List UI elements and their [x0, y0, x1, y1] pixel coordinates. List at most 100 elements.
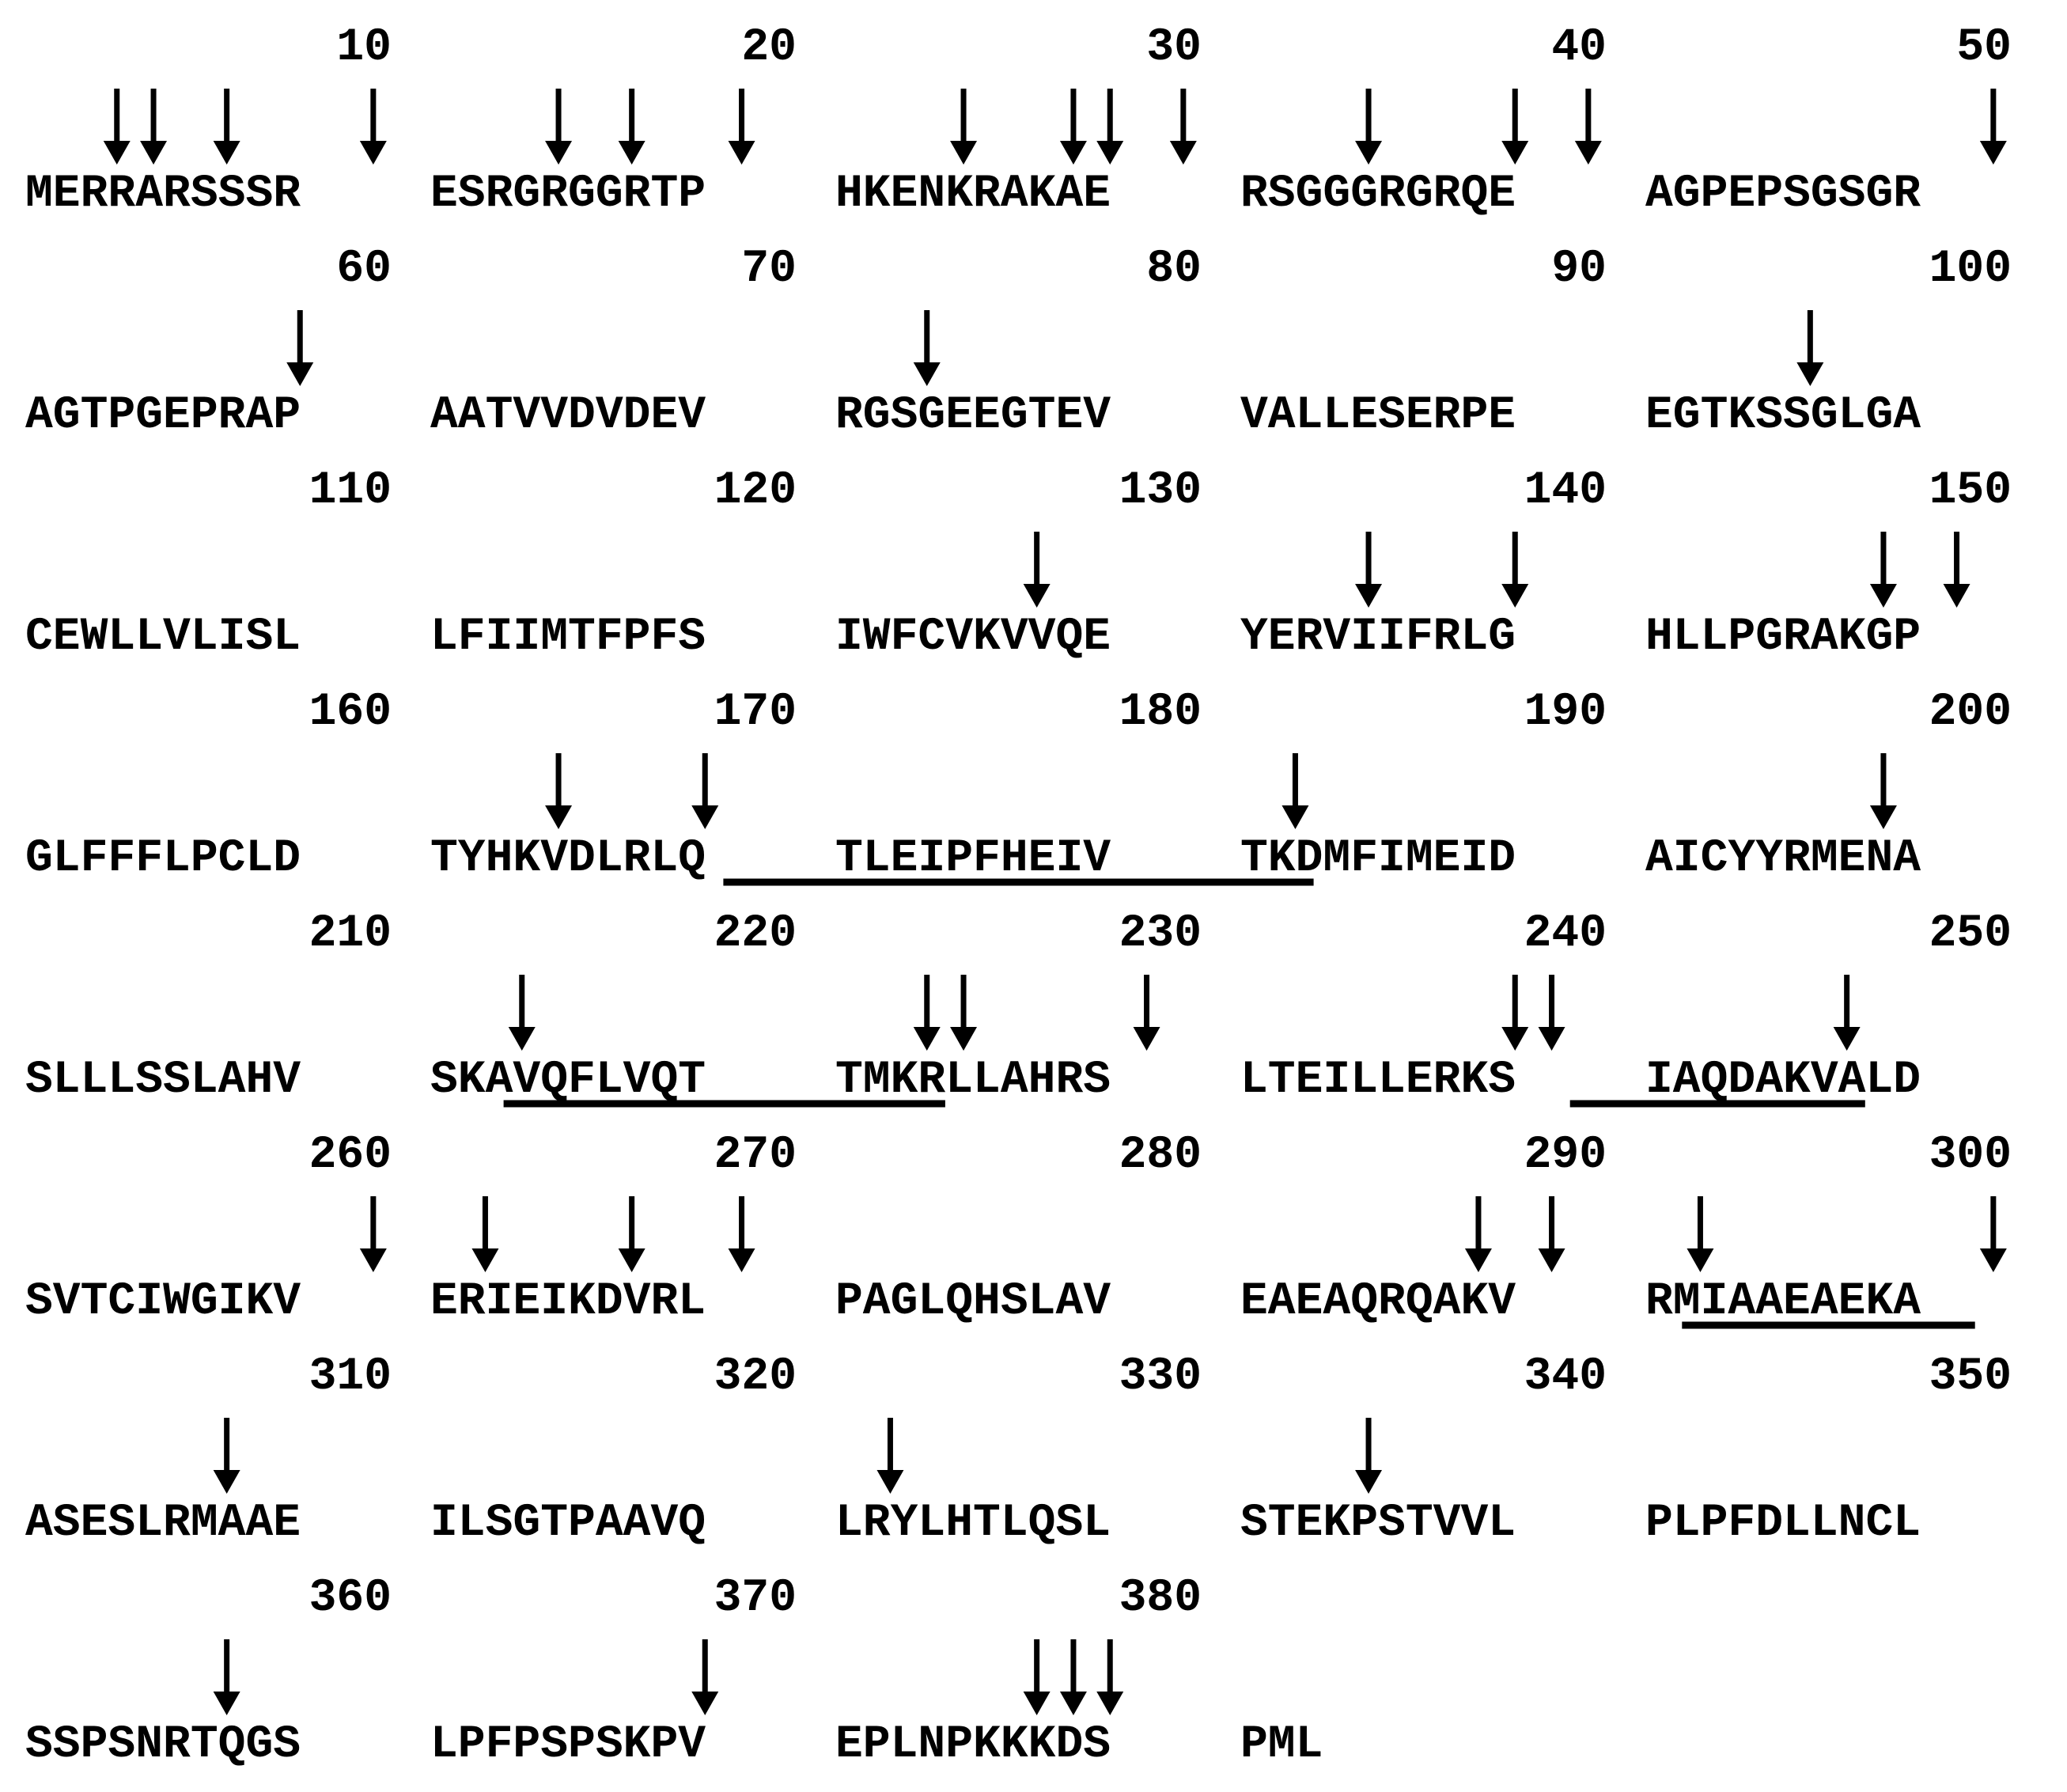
sequence-block: ESRGRGGRTP	[430, 169, 706, 220]
down-arrow-icon	[1023, 532, 1051, 608]
down-arrow-icon	[286, 310, 314, 386]
position-number: 20	[741, 22, 797, 74]
down-arrow-icon	[876, 1418, 904, 1494]
sequence-block: IWFCVKVVQE	[835, 612, 1111, 663]
position-number: 340	[1524, 1351, 1607, 1403]
down-arrow-icon	[1796, 310, 1824, 386]
position-number: 140	[1524, 465, 1607, 517]
sequence-block: CEWLLVLISL	[25, 612, 301, 663]
down-arrow-icon	[691, 1639, 719, 1715]
down-arrow-icon	[359, 1196, 387, 1272]
sequence-block: PLPFDLLNCL	[1645, 1498, 1921, 1549]
down-arrow-icon	[545, 753, 573, 829]
position-number: 170	[714, 687, 797, 738]
position-number: 370	[714, 1573, 797, 1624]
position-number: 120	[714, 465, 797, 517]
position-number: 50	[1956, 22, 2012, 74]
position-number: 350	[1929, 1351, 2012, 1403]
down-arrow-icon	[508, 975, 536, 1051]
position-number: 190	[1524, 687, 1607, 738]
sequence-block: IAQDAKVALD	[1645, 1055, 1921, 1106]
down-arrow-icon	[1464, 1196, 1492, 1272]
sequence-block: GLFFFLPCLD	[25, 833, 301, 885]
position-number: 100	[1929, 244, 2012, 295]
position-number: 360	[309, 1573, 392, 1624]
sequence-block: TKDMFIMEID	[1240, 833, 1516, 885]
down-arrow-icon	[913, 975, 941, 1051]
down-arrow-icon	[1355, 532, 1383, 608]
down-arrow-icon	[545, 89, 573, 165]
down-arrow-icon	[103, 89, 131, 165]
down-arrow-icon	[1979, 89, 2007, 165]
position-number: 240	[1524, 908, 1607, 960]
sequence-block: EPLNPKKKDS	[835, 1719, 1111, 1771]
position-number: 330	[1119, 1351, 1202, 1403]
position-number: 280	[1119, 1130, 1202, 1181]
sequence-block: TYHKVDLRLQ	[430, 833, 706, 885]
down-arrow-icon	[1687, 1196, 1714, 1272]
down-arrow-icon	[213, 1639, 240, 1715]
down-arrow-icon	[1501, 89, 1529, 165]
down-arrow-icon	[1501, 975, 1529, 1051]
down-arrow-icon	[359, 89, 387, 165]
down-arrow-icon	[1574, 89, 1602, 165]
down-arrow-icon	[1169, 89, 1197, 165]
position-number: 270	[714, 1130, 797, 1181]
position-number: 10	[336, 22, 392, 74]
down-arrow-icon	[618, 1196, 645, 1272]
position-number: 210	[309, 908, 392, 960]
position-number: 290	[1524, 1130, 1607, 1181]
position-number: 300	[1929, 1130, 2012, 1181]
down-arrow-icon	[1501, 532, 1529, 608]
position-number: 200	[1929, 687, 2012, 738]
position-number: 380	[1119, 1573, 1202, 1624]
sequence-block: TLEIPFHEIV	[835, 833, 1111, 885]
down-arrow-icon	[140, 89, 168, 165]
down-arrow-icon	[1869, 532, 1897, 608]
position-number: 180	[1119, 687, 1202, 738]
position-number: 90	[1551, 244, 1607, 295]
down-arrow-icon	[1355, 89, 1383, 165]
position-number: 320	[714, 1351, 797, 1403]
down-arrow-icon	[471, 1196, 499, 1272]
down-arrow-icon	[1538, 1196, 1565, 1272]
sequence-block: VALLESERPE	[1240, 390, 1516, 441]
down-arrow-icon	[618, 89, 645, 165]
sequence-block: ERIEIKDVRL	[430, 1276, 706, 1328]
position-number: 70	[741, 244, 797, 295]
sequence-block: HKENKRAKAE	[835, 169, 1111, 220]
sequence-block: EGTKSSGLGA	[1645, 390, 1921, 441]
sequence-block: SLLLSSLAHV	[25, 1055, 301, 1106]
down-arrow-icon	[1979, 1196, 2007, 1272]
down-arrow-icon	[728, 1196, 755, 1272]
sequence-block: RMIAAEAEKA	[1645, 1276, 1921, 1328]
position-number: 40	[1551, 22, 1607, 74]
position-number: 220	[714, 908, 797, 960]
down-arrow-icon	[950, 89, 978, 165]
down-arrow-icon	[1869, 753, 1897, 829]
sequence-block: LPFPSPSKPV	[430, 1719, 706, 1771]
sequence-block: AGTPGEPRAP	[25, 390, 301, 441]
down-arrow-icon	[1096, 1639, 1124, 1715]
down-arrow-icon	[691, 753, 719, 829]
sequence-block: SSPSNRTQGS	[25, 1719, 301, 1771]
down-arrow-icon	[1943, 532, 1970, 608]
sequence-block: STEKPSTVVL	[1240, 1498, 1516, 1549]
position-number: 130	[1119, 465, 1202, 517]
sequence-block: ASESLRMAAE	[25, 1498, 301, 1549]
position-number: 80	[1146, 244, 1202, 295]
position-number: 160	[309, 687, 392, 738]
sequence-block: YERVIIFRLG	[1240, 612, 1516, 663]
down-arrow-icon	[913, 310, 941, 386]
position-number: 110	[309, 465, 392, 517]
down-arrow-icon	[1833, 975, 1861, 1051]
sequence-block: SKAVQFLVQT	[430, 1055, 706, 1106]
down-arrow-icon	[1281, 753, 1309, 829]
down-arrow-icon	[213, 1418, 240, 1494]
position-number: 60	[336, 244, 392, 295]
sequence-block: HLLPGRAKGP	[1645, 612, 1921, 663]
sequence-block: AGPEPSGSGR	[1645, 169, 1921, 220]
down-arrow-icon	[1096, 89, 1124, 165]
position-number: 230	[1119, 908, 1202, 960]
